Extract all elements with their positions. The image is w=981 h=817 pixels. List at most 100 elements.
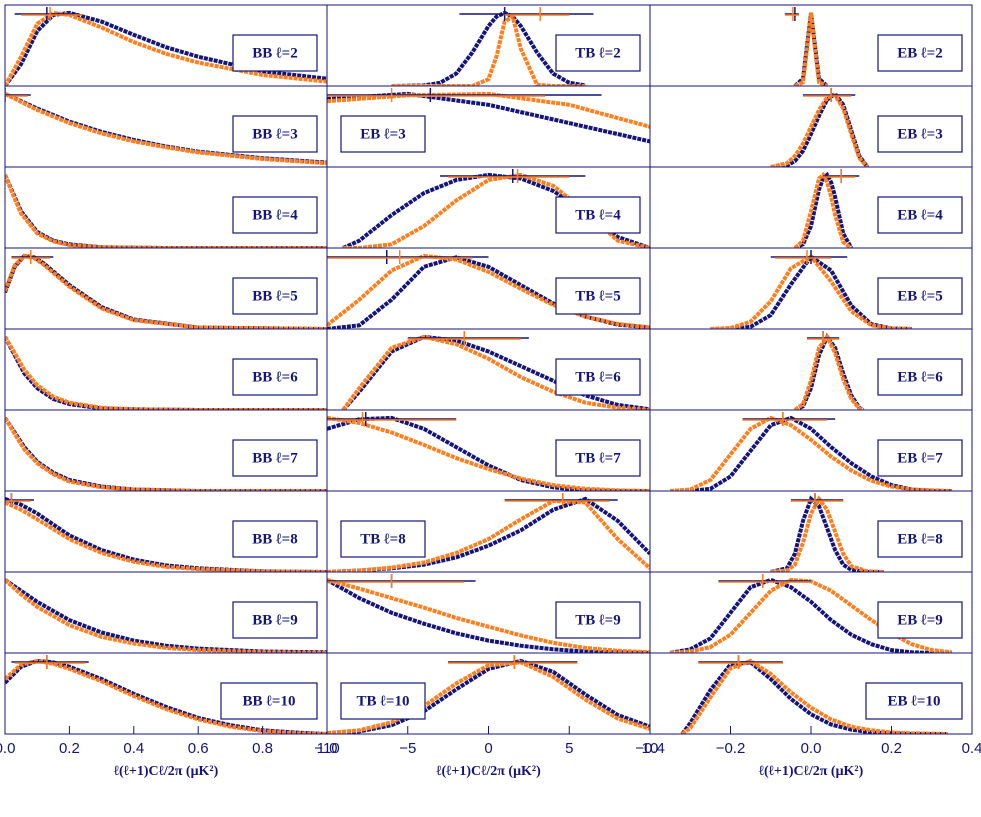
- panel-label: EB ℓ=5: [897, 288, 942, 304]
- panel-label: EB ℓ=3: [360, 126, 405, 142]
- density-curve: [341, 334, 650, 410]
- panel-label: EB ℓ=7: [897, 450, 943, 466]
- label-box: [232, 358, 318, 396]
- density-curve: [5, 92, 327, 166]
- density-curve: [770, 91, 870, 167]
- label-box: [877, 115, 963, 153]
- panel: [5, 7, 327, 86]
- density-curve: [341, 334, 650, 410]
- density-curve: [5, 10, 327, 86]
- density-curve: [793, 171, 853, 248]
- label-box: [232, 34, 318, 72]
- x-tick-label: 0.0: [801, 740, 822, 757]
- panel: [5, 88, 327, 166]
- density-curve: [669, 415, 952, 491]
- x-tick-label: 10: [642, 740, 659, 757]
- panel-label: EB ℓ=10: [888, 693, 941, 709]
- panel-label: BB ℓ=8: [252, 531, 297, 547]
- x-tick-label: 0.4: [962, 740, 981, 757]
- density-curve: [327, 660, 650, 734]
- density-curve: [327, 658, 650, 734]
- x-tick-label: 0.8: [252, 740, 273, 757]
- panel: [784, 7, 829, 86]
- density-curve: [5, 416, 327, 491]
- panel-label: BB ℓ=9: [252, 612, 297, 628]
- x-tick-label: −0.4: [635, 740, 665, 757]
- panel-label: BB ℓ=7: [252, 450, 298, 466]
- density-curve: [327, 498, 650, 572]
- panel-label: BB ℓ=3: [252, 126, 297, 142]
- panel-label: EB ℓ=3: [897, 126, 942, 142]
- x-axis-label: ℓ(ℓ+1)Cℓ/2π (μK²): [113, 764, 219, 779]
- label-box: [340, 520, 426, 558]
- label-box: [877, 439, 963, 477]
- x-tick-label: 5: [565, 740, 573, 757]
- x-tick-label: −5: [399, 740, 416, 757]
- label-box: [232, 439, 318, 477]
- panel: [793, 169, 860, 248]
- label-box: [555, 277, 641, 315]
- panel: [770, 493, 884, 572]
- panel-label: EB ℓ=6: [897, 369, 943, 385]
- label-box: [865, 682, 963, 720]
- density-curve: [342, 172, 650, 248]
- x-tick-label: 0.2: [59, 740, 80, 757]
- panel-label: BB ℓ=5: [252, 288, 297, 304]
- label-box: [877, 520, 963, 558]
- density-curve: [5, 497, 327, 572]
- label-box: [340, 115, 426, 153]
- panel-label: TB ℓ=10: [357, 693, 410, 709]
- panel: [669, 574, 953, 653]
- panel-label: BB ℓ=4: [252, 207, 298, 223]
- density-curve: [327, 253, 650, 329]
- panel: [327, 655, 650, 734]
- panel: [327, 574, 650, 653]
- label-box: [877, 196, 963, 234]
- density-curve: [794, 12, 828, 86]
- label-box: [555, 358, 641, 396]
- panel: [669, 412, 952, 491]
- density-curve: [681, 658, 948, 734]
- label-box: [232, 115, 318, 153]
- density-curve: [770, 495, 884, 572]
- density-curve: [327, 91, 650, 129]
- x-tick-label: −0.2: [716, 740, 746, 757]
- panel-label: BB ℓ=2: [252, 45, 297, 61]
- density-curve: [670, 415, 952, 491]
- label-box: [220, 682, 318, 720]
- panel-label: TB ℓ=5: [575, 288, 620, 304]
- density-curve: [5, 253, 327, 329]
- density-curve: [770, 92, 869, 167]
- panel: [770, 88, 870, 167]
- label-box: [232, 520, 318, 558]
- label-box: [877, 358, 963, 396]
- x-tick-label: −10: [314, 740, 339, 757]
- panel: [327, 88, 650, 144]
- panel: [793, 331, 865, 410]
- density-curve: [793, 333, 865, 410]
- panel: [327, 250, 650, 329]
- panel-label: TB ℓ=6: [575, 369, 621, 385]
- label-box: [877, 34, 963, 72]
- panel-label: TB ℓ=2: [575, 45, 620, 61]
- label-box: [877, 601, 963, 639]
- panel-label: TB ℓ=7: [575, 450, 621, 466]
- x-tick-label: 0.4: [123, 740, 144, 757]
- label-box: [340, 682, 426, 720]
- panel-label: EB ℓ=4: [897, 207, 943, 223]
- panel-label: TB ℓ=4: [575, 207, 621, 223]
- x-tick-label: 0: [484, 740, 492, 757]
- panel-label: TB ℓ=9: [575, 612, 620, 628]
- panel: [341, 331, 650, 410]
- density-curve: [5, 10, 327, 86]
- density-curve: [669, 577, 952, 653]
- panel: [5, 416, 327, 491]
- label-box: [555, 601, 641, 639]
- x-tick-label: 0.0: [0, 740, 15, 757]
- density-curve: [5, 578, 327, 653]
- label-box: [232, 277, 318, 315]
- label-box: [232, 196, 318, 234]
- panel: [5, 250, 327, 329]
- panel-label: EB ℓ=9: [897, 612, 942, 628]
